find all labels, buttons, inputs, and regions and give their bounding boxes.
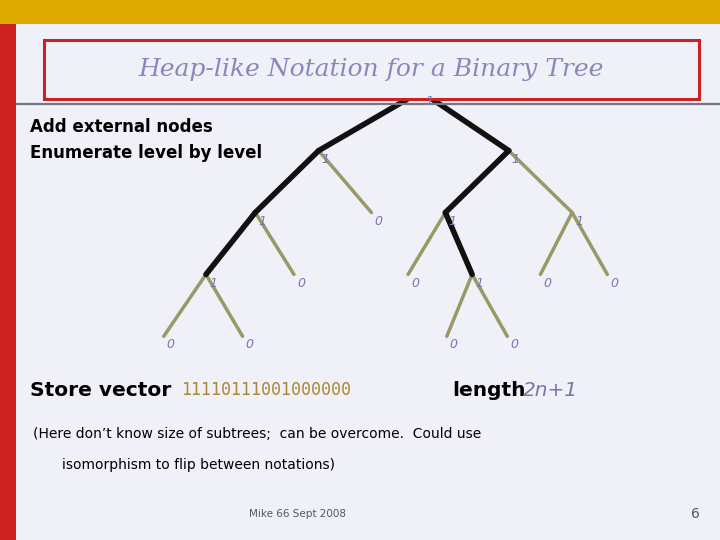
- Text: Heap-like Notation for a Binary Tree: Heap-like Notation for a Binary Tree: [139, 58, 604, 81]
- Text: Mike 66 Sept 2008: Mike 66 Sept 2008: [249, 509, 346, 519]
- Text: Store vector: Store vector: [30, 381, 171, 400]
- Text: 1: 1: [449, 215, 456, 228]
- Text: (Here don’t know size of subtrees;  can be overcome.  Could use: (Here don’t know size of subtrees; can b…: [33, 427, 482, 441]
- Text: 0: 0: [411, 276, 419, 289]
- Text: 0: 0: [297, 276, 305, 289]
- Text: 1: 1: [258, 215, 266, 228]
- Text: 0: 0: [450, 338, 458, 351]
- Text: 1: 1: [322, 153, 330, 166]
- Text: 11110111001000000: 11110111001000000: [181, 381, 351, 400]
- Text: 0: 0: [611, 276, 618, 289]
- FancyBboxPatch shape: [44, 40, 699, 99]
- Text: 0: 0: [544, 276, 552, 289]
- Text: 0: 0: [167, 338, 175, 351]
- Text: 0: 0: [246, 338, 253, 351]
- Text: 6: 6: [691, 507, 700, 521]
- Text: 1: 1: [475, 276, 483, 289]
- Text: 1: 1: [512, 153, 520, 166]
- Text: Add external nodes: Add external nodes: [30, 118, 212, 137]
- Text: isomorphism to flip between notations): isomorphism to flip between notations): [62, 458, 335, 472]
- Text: 0: 0: [374, 215, 382, 228]
- Text: 2n+1: 2n+1: [523, 381, 578, 400]
- Text: 1: 1: [575, 215, 583, 228]
- Text: 1: 1: [209, 276, 217, 289]
- Text: 0: 0: [510, 338, 518, 351]
- Text: length: length: [452, 381, 526, 400]
- Text: Enumerate level by level: Enumerate level by level: [30, 144, 262, 162]
- Text: 1: 1: [426, 95, 433, 108]
